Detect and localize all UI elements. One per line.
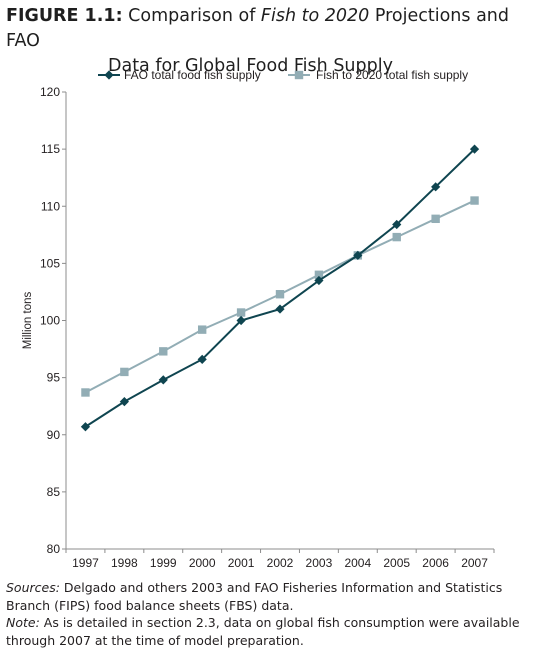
- data-point: [197, 325, 207, 334]
- x-tick-label: 2004: [344, 556, 371, 570]
- x-tick-label: 1999: [150, 556, 177, 570]
- caption-sources: Sources: Delgado and others 2003 and FAO…: [6, 579, 534, 614]
- data-point: [81, 388, 90, 397]
- x-tick-label: 2006: [422, 556, 449, 570]
- data-point: [431, 182, 441, 192]
- data-point: [236, 315, 246, 326]
- data-point: [80, 422, 91, 432]
- y-tick-label: 110: [41, 199, 60, 213]
- data-point: [314, 275, 324, 286]
- x-tick-label: 2002: [267, 556, 294, 570]
- legend-label: Fish to 2020 total fish supply: [316, 68, 468, 82]
- x-tick-label: 2003: [306, 556, 333, 570]
- chart-legend: FAO total food fish supply Fish to 2020 t…: [98, 68, 468, 82]
- figure-label: FIGURE 1.1:: [6, 6, 123, 26]
- series-1: [80, 144, 480, 432]
- y-tick-label: 105: [40, 256, 60, 270]
- figure-title-line2: Data for Global Food Fish Supply: [108, 56, 393, 76]
- data-point: [275, 304, 285, 314]
- data-point: [159, 347, 168, 356]
- caption-note: Note: As is detailed in section 2.3, dat…: [6, 614, 534, 649]
- figure-title-italic: Fish to 2020: [260, 6, 370, 26]
- y-tick-label: 100: [40, 314, 60, 328]
- data-point: [158, 375, 168, 385]
- chart-axes: 80 85 90 95 100 105 110 115 120 1997 1998 1999 2000 2…: [22, 85, 495, 570]
- legend-item: Fish to 2020 total fish supply: [288, 68, 468, 82]
- y-tick-label: 120: [40, 85, 60, 99]
- data-point: [236, 308, 246, 317]
- data-point: [469, 144, 480, 154]
- x-tick-label: 2005: [383, 556, 410, 570]
- data-point: [120, 367, 129, 377]
- x-tick-label: 1997: [72, 556, 99, 570]
- figure-caption: Sources: Delgado and others 2003 and FAO…: [6, 579, 534, 649]
- y-tick-label: 90: [47, 428, 61, 442]
- x-tick-label: 2000: [189, 556, 216, 570]
- series-line: [84, 148, 476, 428]
- y-tick-label: 85: [47, 485, 61, 499]
- caption-sources-label: Sources:: [6, 580, 60, 595]
- x-tick-label: 2007: [461, 556, 488, 570]
- caption-note-label: Note:: [6, 615, 40, 630]
- legend-label: FAO total food fish supply: [124, 68, 261, 82]
- y-tick-label: 80: [47, 542, 61, 556]
- figure-title-part1: Comparison of: [128, 6, 261, 26]
- data-point: [119, 397, 129, 407]
- data-point: [392, 219, 402, 230]
- x-tick-label: 1998: [111, 556, 138, 570]
- figure-title: FIGURE 1.1: Comparison of Fish to 2020 P…: [6, 4, 536, 79]
- y-tick-label: 115: [41, 142, 60, 156]
- data-point: [197, 354, 207, 364]
- data-point: [470, 196, 479, 205]
- legend-swatch-marker: [294, 70, 304, 80]
- data-point: [431, 214, 440, 224]
- x-tick-label: 2001: [228, 556, 255, 570]
- caption-sources-text: Delgado and others 2003 and FAO Fisherie…: [6, 580, 503, 613]
- data-point: [314, 270, 324, 279]
- legend-item: FAO total food fish supply: [98, 68, 261, 82]
- y-tick-label: 95: [47, 371, 61, 385]
- figure-title-part2: Projections and FAO: [6, 6, 509, 51]
- series-2: [81, 196, 479, 397]
- data-point: [392, 232, 401, 242]
- data-point: [353, 250, 363, 260]
- data-point: [275, 290, 285, 299]
- chart-plot-area: [80, 144, 480, 432]
- legend-swatch-marker: [104, 70, 114, 80]
- y-axis-label: Million tons: [22, 291, 34, 349]
- caption-note-text: As is detailed in section 2.3, data on g…: [6, 615, 520, 648]
